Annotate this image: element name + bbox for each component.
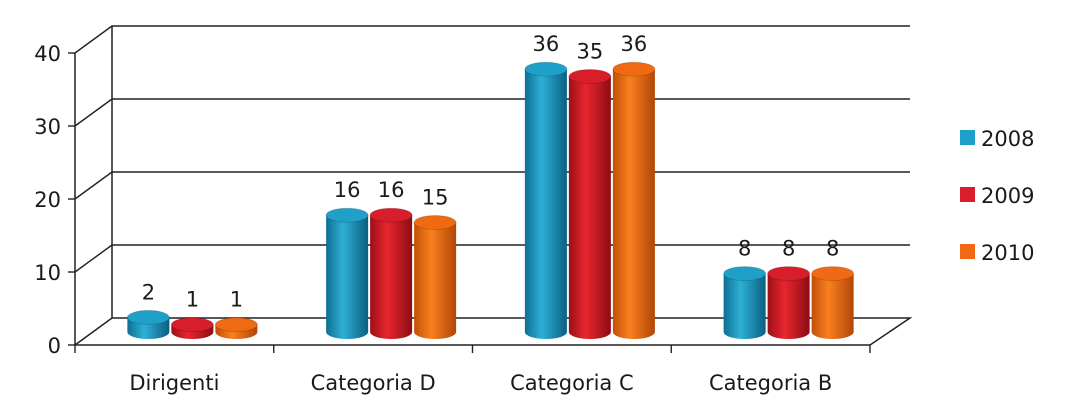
bar-body	[568, 76, 611, 339]
data-label: 8	[782, 237, 795, 261]
data-label: 1	[230, 288, 243, 312]
bars	[126, 61, 855, 339]
legend: 2008 2009 2010	[960, 127, 1034, 265]
data-label: 8	[738, 237, 751, 261]
bar-top	[170, 317, 214, 333]
data-label: 1	[186, 288, 199, 312]
legend-swatch	[960, 244, 975, 259]
bar	[524, 61, 568, 339]
legend-swatch	[960, 130, 975, 145]
y-axis: 0 10 20 30 40	[34, 42, 76, 358]
category-label: Categoria C	[510, 371, 634, 395]
floor-outline	[74, 317, 913, 346]
bar	[369, 207, 413, 339]
y-tick-label: 10	[34, 261, 61, 285]
x-axis: Dirigenti Categoria D Categoria C Categoria…	[74, 344, 871, 395]
category-label: Categoria D	[311, 371, 436, 395]
data-label: 35	[577, 40, 604, 64]
bar-body	[414, 222, 457, 339]
bar-top	[811, 266, 855, 282]
data-label: 36	[621, 32, 648, 56]
legend-label: 2008	[981, 127, 1034, 151]
legend-item: 2008	[960, 127, 1034, 151]
data-labels: 2 1 1 16 16 15 36 35 36 8 8 8	[142, 32, 840, 312]
category-label: Categoria B	[709, 371, 832, 395]
bar	[413, 215, 457, 339]
bar-body	[370, 215, 413, 339]
y-tick-label: 20	[34, 188, 61, 212]
bar	[325, 207, 369, 339]
bar-top	[612, 61, 656, 77]
bar-top	[126, 309, 170, 325]
data-label: 8	[826, 237, 839, 261]
bar	[767, 266, 811, 339]
data-label: 16	[334, 178, 361, 202]
data-label: 36	[533, 32, 560, 56]
gridline	[74, 171, 910, 200]
legend-item: 2009	[960, 184, 1034, 208]
bar-top	[524, 61, 568, 77]
bar	[568, 69, 612, 339]
gridlines	[74, 25, 910, 273]
bar	[214, 317, 258, 339]
bar-top	[369, 207, 413, 223]
category-label: Dirigenti	[129, 371, 219, 395]
legend-item: 2010	[960, 241, 1034, 265]
bar-body	[723, 273, 766, 339]
bar	[723, 266, 767, 339]
bar-body	[326, 215, 369, 339]
y-tick-label: 0	[48, 334, 61, 358]
data-label: 15	[422, 186, 449, 210]
bar	[811, 266, 855, 339]
bar	[612, 61, 656, 339]
bar	[126, 309, 170, 339]
y-tick-label: 40	[34, 42, 61, 66]
bar-body	[612, 69, 655, 339]
bar-top	[568, 69, 612, 84]
y-tick-label: 30	[34, 115, 61, 139]
gridline	[74, 98, 910, 127]
bar	[170, 317, 214, 339]
gridline	[74, 25, 910, 54]
bar-top	[413, 215, 457, 230]
bar-top	[214, 317, 258, 333]
legend-swatch	[960, 187, 975, 202]
data-label: 2	[142, 280, 155, 304]
bar-body	[767, 273, 810, 339]
bar-top	[767, 266, 811, 282]
data-label: 16	[378, 178, 405, 202]
bar-body	[811, 273, 854, 339]
bar-top	[325, 207, 369, 223]
legend-label: 2009	[981, 184, 1034, 208]
bar-top	[723, 266, 767, 282]
legend-label: 2010	[981, 241, 1034, 265]
bar-body	[524, 69, 567, 339]
